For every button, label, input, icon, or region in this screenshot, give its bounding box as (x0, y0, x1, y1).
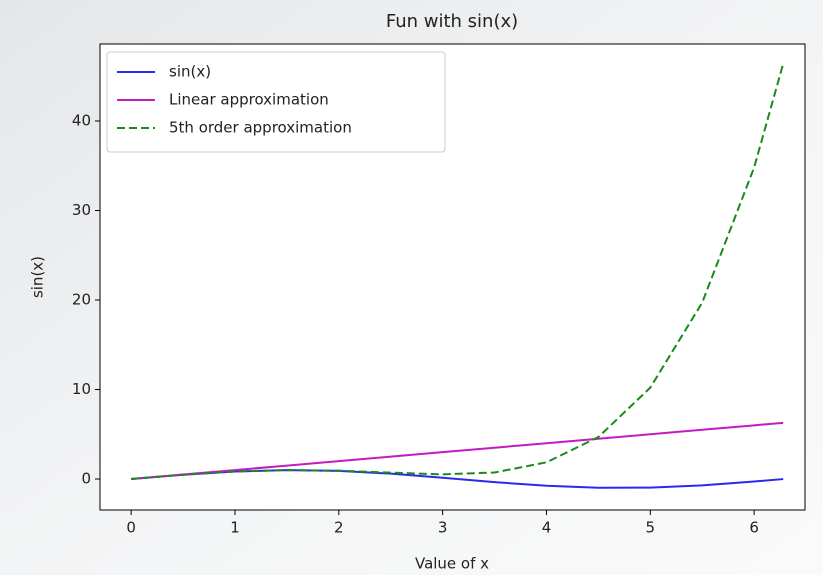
x-tick-label: 2 (334, 519, 344, 537)
x-tick-label: 6 (749, 519, 759, 537)
y-tick-label: 0 (81, 470, 91, 488)
y-tick-label: 20 (72, 291, 91, 309)
x-tick-label: 0 (126, 519, 136, 537)
x-tick-label: 1 (230, 519, 240, 537)
x-tick-label: 5 (646, 519, 656, 537)
y-tick-label: 40 (72, 111, 91, 129)
chart-title: Fun with sin(x) (386, 11, 518, 32)
line-series (131, 421, 784, 481)
x-axis-label: Value of x (415, 555, 489, 573)
legend-label: sin(x) (169, 63, 211, 81)
x-tick-label: 4 (542, 519, 552, 537)
legend-box (106, 51, 446, 153)
line-series (131, 63, 785, 481)
y-tick-label: 30 (72, 201, 91, 219)
x-tick-label: 3 (438, 519, 448, 537)
legend-label: 5th order approximation (169, 119, 352, 137)
legend-label: Linear approximation (169, 91, 329, 109)
y-axis-label: sin(x) (29, 256, 47, 298)
y-tick-label: 10 (72, 380, 91, 398)
